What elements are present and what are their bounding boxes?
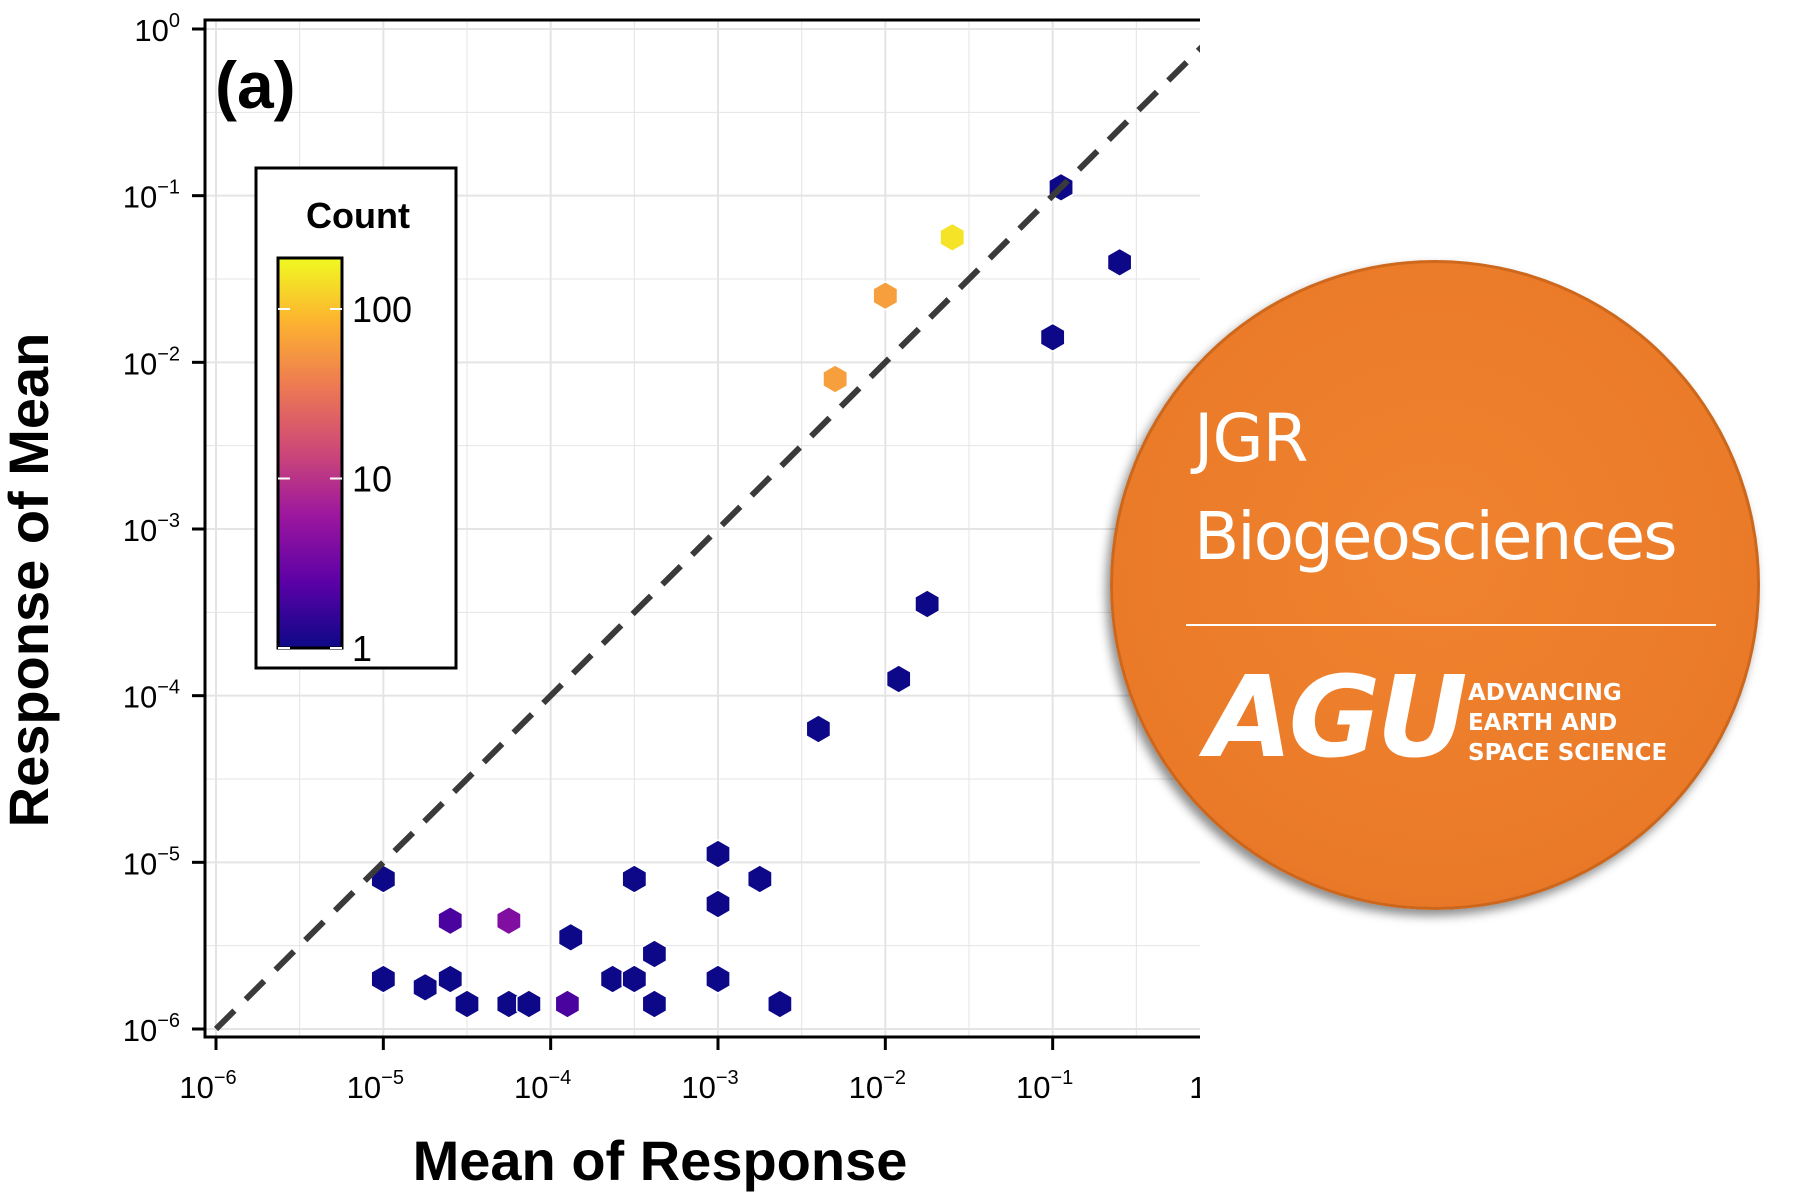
- hexbin-cell: [705, 964, 731, 994]
- hexbin-cell: [621, 964, 648, 994]
- hexbin-cell: [641, 989, 668, 1019]
- colorbar-tick-label: 100: [352, 289, 412, 330]
- hexbin-cell: [705, 889, 731, 919]
- y-tick-label: 10−3: [123, 510, 180, 548]
- journal-badge: JGR Biogeosciences AGU ADVANCING EARTH A…: [1110, 260, 1760, 910]
- colorbar-ticks: 100 10 1: [278, 289, 412, 669]
- hexbin-cell: [1106, 247, 1133, 278]
- agu-logo: AGU: [1206, 653, 1468, 783]
- x-tick-label: 10−3: [681, 1067, 738, 1105]
- hexbin-cell: [599, 964, 626, 994]
- agu-tagline: ADVANCING EARTH AND SPACE SCIENCE: [1468, 678, 1667, 768]
- hexbin-cell: [641, 939, 668, 969]
- agu-tagline-line2: EARTH AND: [1468, 710, 1618, 736]
- badge-divider: [1186, 624, 1716, 626]
- x-axis-ticks: 10−6 10−5 10−4 10−3 10−2 10−1 100: [179, 1037, 1200, 1105]
- x-tick-label: 10−1: [1016, 1067, 1073, 1105]
- hexbin-cell: [705, 839, 731, 869]
- journal-name-line2: Biogeosciences: [1194, 498, 1678, 575]
- hexbin-cell: [914, 589, 941, 619]
- y-axis-title: Response of Mean: [0, 333, 60, 828]
- agu-tagline-line3: SPACE SCIENCE: [1468, 740, 1668, 766]
- reference-line-y-equals-x: [213, 44, 1200, 1032]
- y-axis-ticks: 10−6 10−5 10−4 10−3 10−2 10−1 100: [123, 10, 205, 1048]
- hexbin-cell: [554, 989, 581, 1019]
- y-tick-label: 10−2: [123, 343, 180, 381]
- hexbin-cell: [454, 989, 480, 1019]
- hexbin-layer: [370, 172, 1133, 1019]
- x-tick-label: 10−2: [849, 1067, 906, 1105]
- hexbin-cell: [437, 905, 464, 936]
- hexbin-cell: [822, 364, 849, 394]
- hexbin-cell: [370, 964, 397, 994]
- colorbar-tick-label: 10: [352, 459, 392, 500]
- hexbin-cell: [516, 989, 542, 1019]
- hexbin-cell: [746, 864, 773, 894]
- x-axis-title: Mean of Response: [413, 1129, 908, 1192]
- colorbar-tick-label: 1: [352, 628, 372, 669]
- x-tick-label: 100: [1189, 1067, 1200, 1105]
- colorbar-gradient: [276, 256, 344, 650]
- hexbin-cell: [939, 222, 966, 253]
- colorbar-title: Count: [306, 195, 410, 236]
- hexbin-cell: [805, 714, 832, 744]
- hexbin-chart: 10−6 10−5 10−4 10−3 10−2 10−1 100 10−6 10−5 10−4…: [0, 10, 1200, 1192]
- hexbin-cell: [885, 664, 912, 694]
- hexbin-cell: [1039, 322, 1066, 353]
- x-tick-label: 10−6: [179, 1067, 236, 1105]
- x-tick-label: 10−5: [347, 1067, 404, 1105]
- y-tick-label: 10−5: [123, 843, 180, 881]
- journal-name-line1: JGR: [1194, 400, 1308, 477]
- y-tick-label: 10−1: [123, 177, 180, 215]
- y-tick-label: 100: [134, 10, 180, 48]
- hexbin-cell: [495, 905, 522, 936]
- hexbin-cell: [767, 989, 793, 1019]
- panel-label: (a): [215, 48, 296, 122]
- x-tick-label: 10−4: [514, 1067, 571, 1105]
- agu-tagline-line1: ADVANCING: [1468, 680, 1622, 706]
- hexbin-cell: [437, 964, 464, 994]
- hexbin-cell: [557, 922, 584, 953]
- hexbin-cell: [621, 864, 648, 894]
- y-tick-label: 10−6: [123, 1010, 180, 1048]
- hexbin-cell: [872, 280, 899, 311]
- y-tick-label: 10−4: [123, 677, 180, 715]
- hexbin-cell: [412, 972, 439, 1003]
- colorbar-legend: Count 100 10 1: [254, 166, 458, 670]
